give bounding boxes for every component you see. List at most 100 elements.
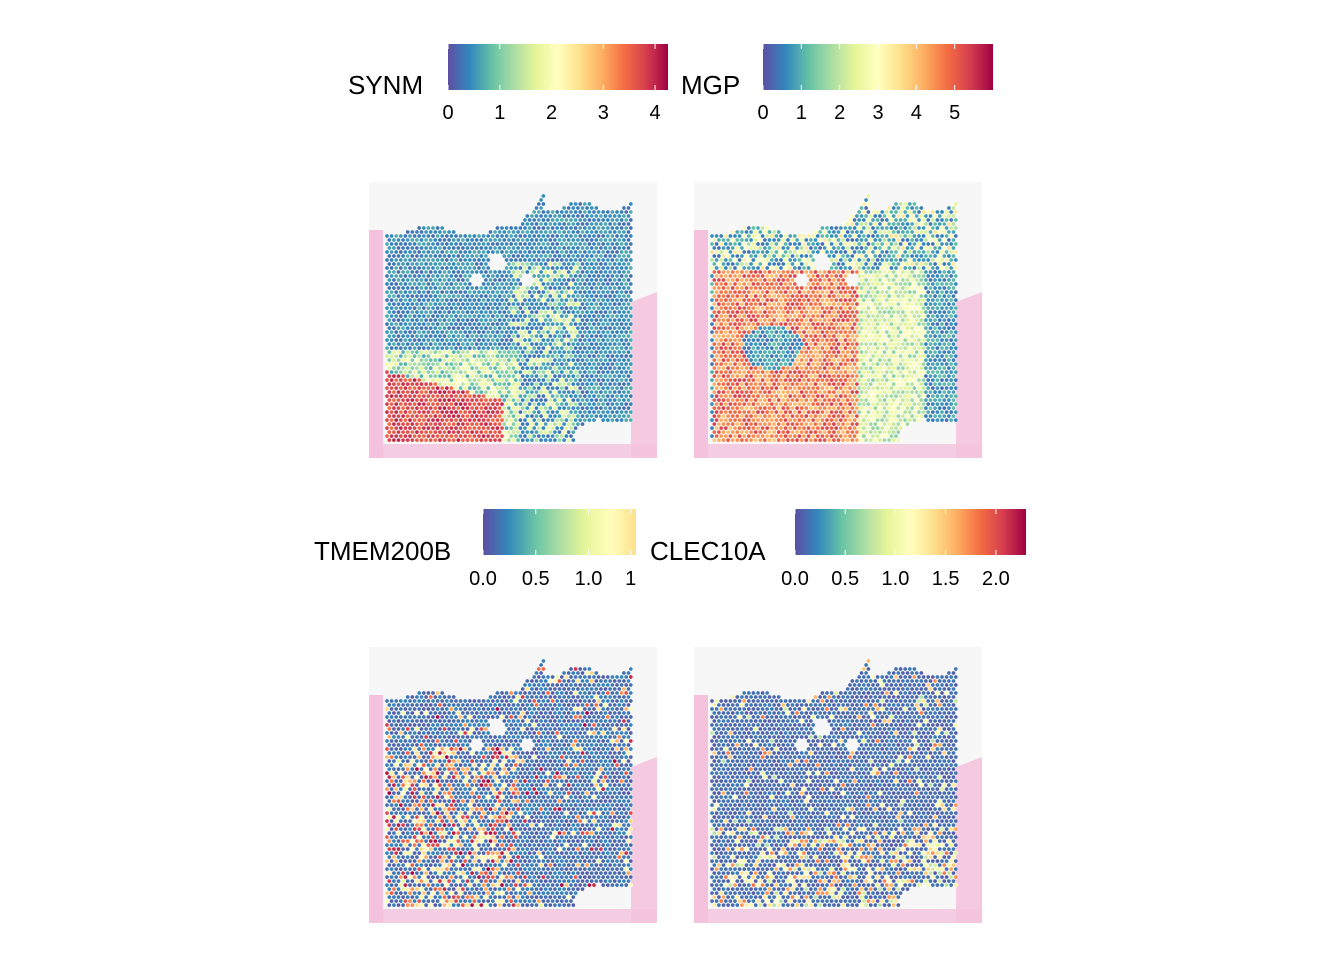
expression-spot: [488, 381, 493, 387]
expression-spot: [531, 353, 537, 359]
expression-spot: [593, 213, 599, 219]
expression-spot: [449, 265, 454, 271]
expression-spot: [902, 305, 908, 311]
expression-spot: [607, 325, 613, 331]
expression-spot: [868, 237, 874, 243]
expression-spot: [396, 349, 401, 355]
expression-spot: [714, 273, 719, 279]
expression-spot: [386, 389, 392, 395]
expression-spot: [826, 237, 832, 243]
expression-spot: [513, 241, 519, 247]
expression-spot: [626, 341, 631, 347]
expression-spot: [905, 245, 910, 251]
expression-spot: [566, 205, 572, 211]
expression-spot: [912, 217, 917, 223]
expression-spot: [435, 353, 440, 359]
expression-spot: [541, 313, 546, 319]
expression-spot: [941, 229, 947, 235]
expression-spot: [580, 421, 585, 427]
expression-spot: [527, 233, 532, 239]
expression-spot: [748, 309, 754, 315]
expression-spot: [849, 253, 855, 259]
expression-spot: [932, 285, 938, 291]
expression-spot: [545, 329, 551, 335]
expression-spot: [928, 213, 933, 219]
expression-spot: [767, 365, 772, 371]
expression-spot: [847, 321, 853, 327]
expression-spot: [451, 389, 457, 395]
expression-spot: [714, 361, 719, 367]
expression-spot: [785, 237, 791, 243]
expression-spot: [416, 361, 422, 367]
expression-spot: [442, 373, 447, 379]
expression-spot: [610, 281, 615, 287]
expression-spot: [557, 293, 562, 299]
expression-spot: [774, 297, 779, 303]
expression-spot: [580, 261, 585, 267]
expression-spot: [900, 237, 906, 243]
expression-spot: [854, 293, 860, 299]
expression-spot: [400, 285, 406, 291]
expression-spot: [573, 401, 578, 407]
expression-spot: [757, 277, 763, 283]
expression-spot: [944, 345, 949, 351]
expression-spot: [428, 381, 434, 387]
expression-spot: [391, 389, 397, 395]
expression-spot: [845, 325, 851, 331]
expression-spot: [419, 389, 424, 395]
expression-spot: [518, 281, 523, 287]
expression-spot: [421, 417, 427, 423]
expression-spot: [797, 313, 802, 319]
expression-spot: [589, 245, 595, 251]
expression-spot: [409, 293, 415, 299]
expression-spot: [570, 229, 576, 235]
expression-spot: [626, 213, 631, 219]
expression-spot: [714, 265, 719, 271]
expression-spot: [884, 321, 890, 327]
expression-spot: [513, 249, 519, 255]
expression-spot: [877, 261, 883, 267]
expression-spot: [872, 293, 878, 299]
expression-spot: [603, 245, 608, 251]
expression-spot: [432, 357, 438, 363]
expression-spot: [806, 273, 811, 279]
expression-spot: [764, 313, 770, 319]
expression-spot: [616, 237, 622, 243]
expression-spot: [909, 349, 915, 355]
expression-spot: [621, 229, 627, 235]
expression-spot: [767, 285, 772, 291]
expression-spot: [725, 253, 731, 259]
expression-spot: [575, 301, 581, 307]
expression-spot: [557, 229, 562, 235]
expression-spot: [386, 365, 392, 371]
expression-spot: [610, 393, 615, 399]
expression-spot: [524, 373, 530, 379]
expression-spot: [559, 377, 565, 383]
expression-spot: [918, 357, 924, 363]
expression-spot: [467, 393, 473, 399]
expression-spot: [554, 417, 560, 423]
expression-spot: [941, 349, 947, 355]
expression-spot: [520, 261, 526, 267]
expression-spot: [467, 241, 473, 247]
expression-spot: [538, 349, 544, 355]
expression-spot: [944, 297, 949, 303]
expression-spot: [718, 241, 724, 247]
expression-spot: [815, 241, 821, 247]
expression-spot: [854, 357, 860, 363]
expression-spot: [709, 329, 715, 335]
expression-spot: [439, 401, 445, 407]
expression-spot: [626, 397, 631, 403]
expression-spot: [824, 329, 830, 335]
expression-spot: [444, 345, 450, 351]
expression-spot: [623, 369, 629, 375]
expression-spot: [531, 233, 537, 239]
expression-spot: [790, 261, 795, 267]
expression-spot: [552, 397, 558, 403]
expression-spot: [566, 333, 572, 339]
expression-spot: [423, 437, 429, 443]
legend-title-mgp: MGP: [681, 70, 741, 100]
expression-spot: [806, 305, 811, 311]
expression-spot: [398, 345, 404, 351]
expression-spot: [930, 337, 936, 343]
